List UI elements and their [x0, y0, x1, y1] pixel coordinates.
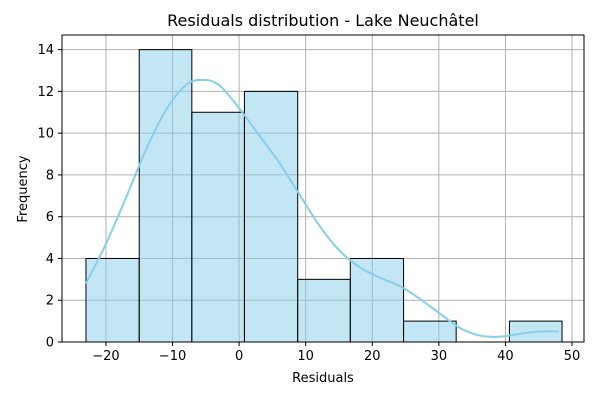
y-tick-label: 6	[46, 210, 54, 225]
y-tick-label: 0	[46, 336, 54, 351]
kde-curve-layer	[85, 78, 559, 338]
y-tick-label: 8	[46, 168, 54, 183]
x-axis-label: Residuals	[292, 371, 354, 386]
y-tick-label: 4	[46, 252, 54, 267]
y-tick-label: 12	[37, 85, 54, 100]
x-tick-label: 10	[297, 349, 314, 364]
histogram-bar	[349, 257, 405, 343]
x-tick-label: 0	[235, 349, 243, 364]
histogram-bar	[297, 278, 351, 343]
y-axis-label: Frequency	[16, 155, 31, 222]
y-tick-label: 10	[37, 127, 54, 142]
kde-curve	[85, 78, 559, 338]
chart-title: Residuals distribution - Lake Neuchâtel	[167, 11, 479, 30]
plot-frame	[61, 34, 585, 343]
x-tick-label: 30	[431, 349, 448, 364]
histogram-bar	[403, 320, 457, 343]
histogram-bar	[243, 90, 299, 343]
y-tick-label: 14	[37, 43, 54, 58]
y-tick-label: 2	[46, 294, 54, 309]
histogram-bar	[191, 111, 245, 343]
histogram-bars	[85, 49, 563, 343]
x-tick-label: −20	[92, 349, 119, 364]
y-axis-ticks: 0 2 4 6 8 10 12 14	[37, 43, 62, 351]
x-tick-label: 20	[364, 349, 381, 364]
x-tick-label: 50	[564, 349, 581, 364]
histogram-bar	[138, 49, 193, 343]
x-tick-label: 40	[497, 349, 514, 364]
x-axis-ticks: −20 −10 0 10 20 30 40 50	[92, 342, 580, 364]
histogram-bar	[85, 257, 140, 343]
x-tick-label: −10	[159, 349, 186, 364]
